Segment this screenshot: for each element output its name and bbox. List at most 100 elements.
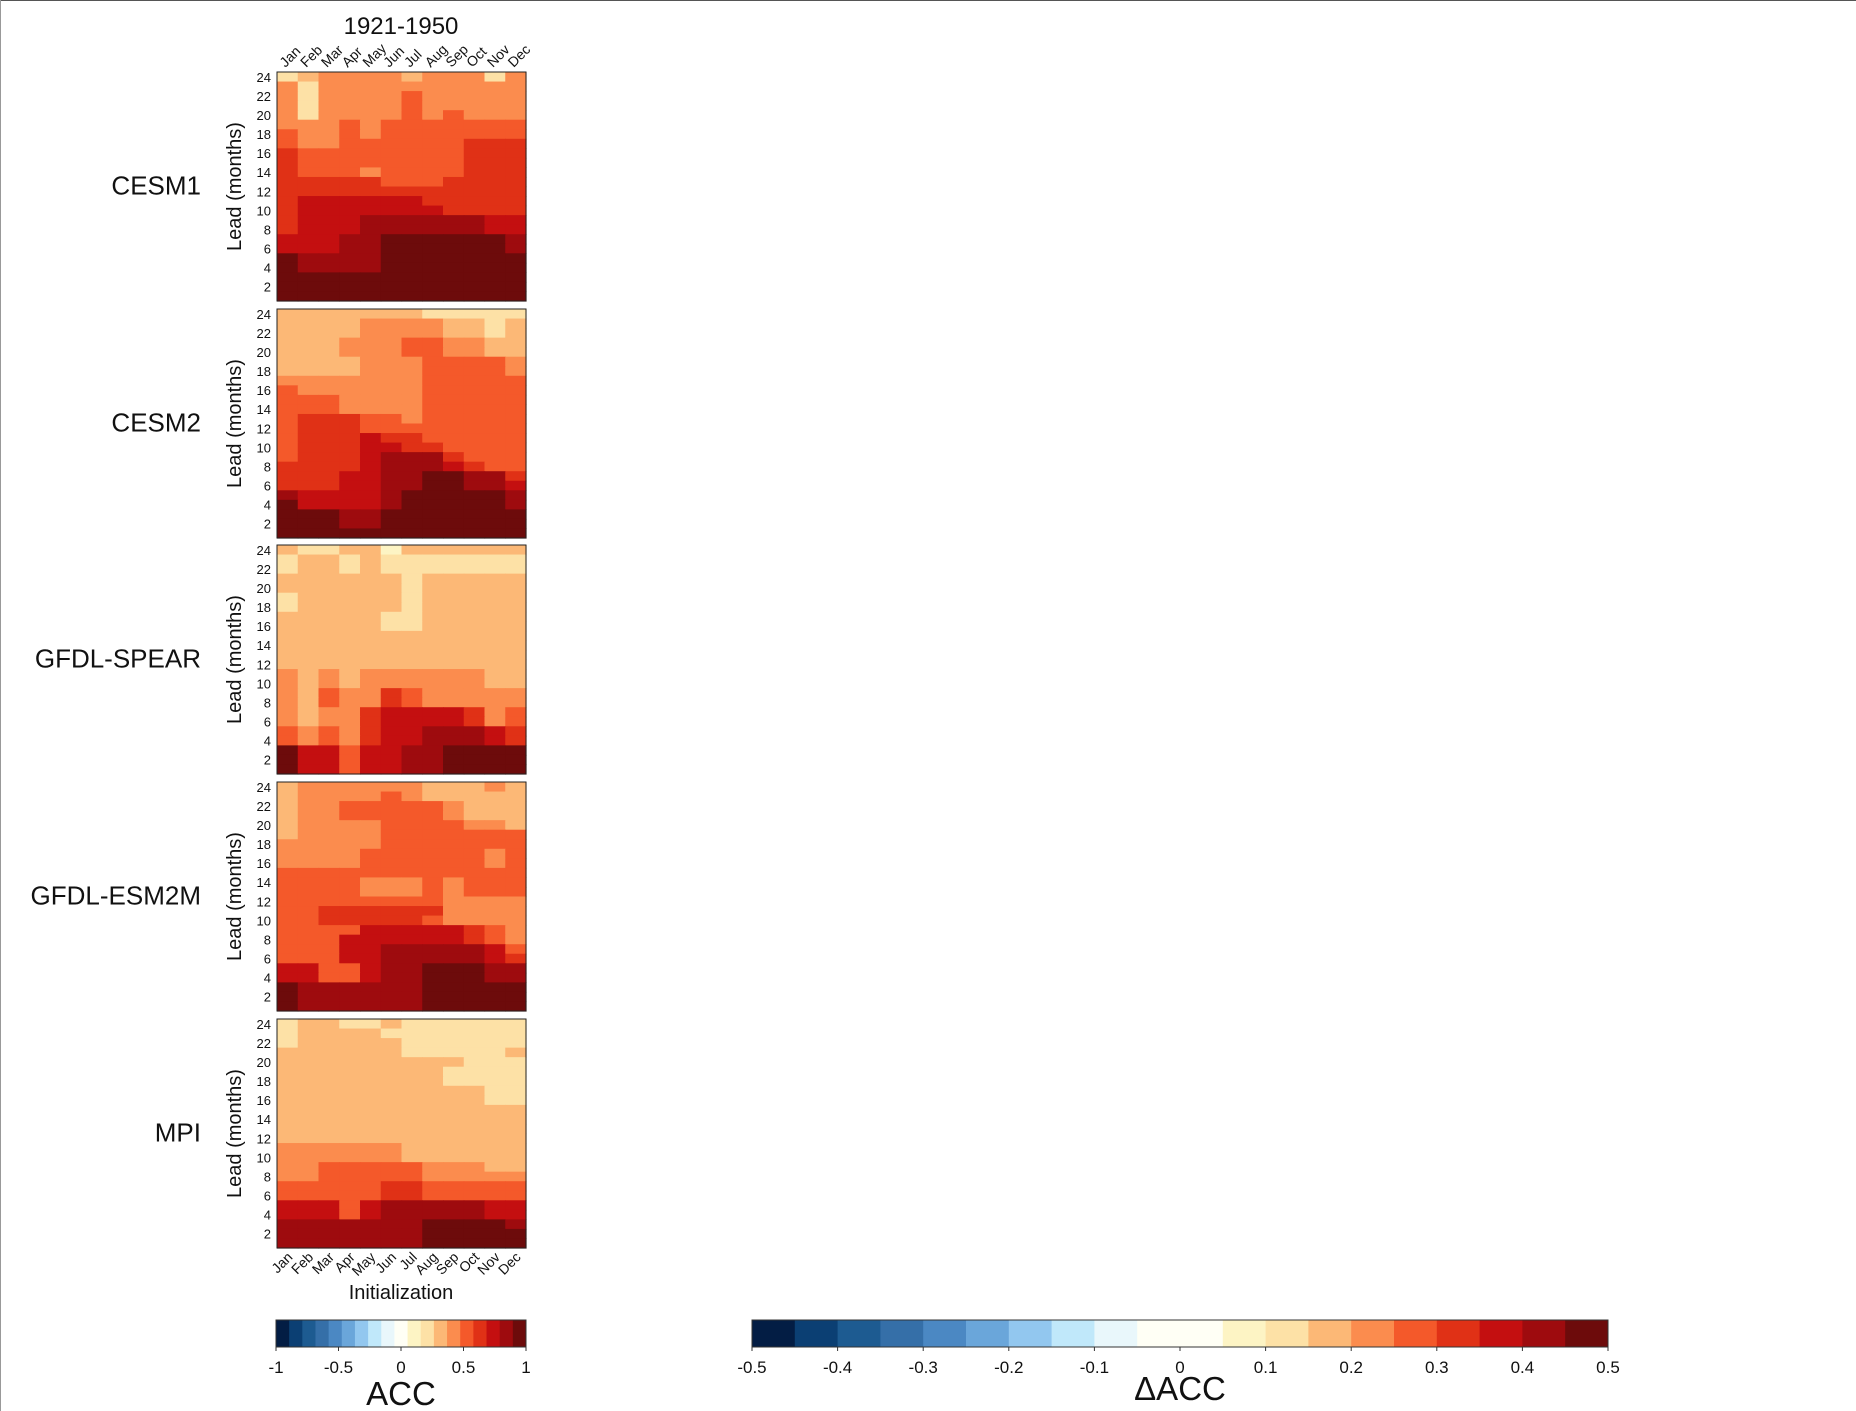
- heatmap-cell: [443, 820, 465, 831]
- heatmap-cell: [277, 509, 299, 520]
- heatmap-cell: [484, 328, 506, 339]
- heatmap-cell: [443, 1001, 465, 1012]
- heatmap-cell: [463, 215, 486, 226]
- heatmap-cell: [360, 754, 382, 766]
- heatmap-cell: [443, 1085, 465, 1096]
- heatmap-cell: [277, 915, 299, 926]
- heatmap-cell: [380, 215, 403, 226]
- colorbar-swatch: [1137, 1320, 1181, 1347]
- heatmap-cell: [380, 735, 403, 746]
- heatmap-cell: [339, 707, 361, 718]
- heatmap-cell: [443, 953, 465, 964]
- heatmap-cell: [318, 839, 340, 850]
- heatmap-cell: [463, 119, 486, 130]
- heatmap-cell: [277, 754, 299, 766]
- heatmap-cell: [401, 1066, 423, 1077]
- colorbar-tick-label: 0.5: [1596, 1358, 1620, 1377]
- heatmap-cell: [318, 1095, 340, 1106]
- heatmap-cell: [422, 413, 444, 425]
- heatmap-cell: [339, 234, 361, 245]
- heatmap-cell: [505, 157, 527, 169]
- heatmap-cell: [463, 791, 486, 802]
- heatmap-cell: [297, 1028, 320, 1039]
- heatmap-cell: [443, 167, 465, 178]
- heatmap-cell: [380, 129, 403, 140]
- heatmap-cell: [443, 1047, 465, 1058]
- heatmap-cell: [297, 848, 320, 859]
- heatmap-cell: [443, 1066, 465, 1077]
- colorbar-swatch: [420, 1320, 435, 1347]
- panel-frame: [276, 1018, 527, 1249]
- heatmap-cell: [401, 1104, 423, 1116]
- heatmap-cell: [401, 915, 423, 926]
- lead-tick-label: 6: [264, 952, 271, 967]
- heatmap-cell: [401, 829, 423, 840]
- heatmap-cell: [339, 176, 361, 188]
- heatmap-cell: [297, 649, 320, 661]
- heatmap-cell: [380, 858, 403, 869]
- heatmap-cell: [401, 291, 423, 302]
- heatmap-cell: [360, 1190, 382, 1201]
- lead-tick-label: 24: [257, 307, 271, 322]
- heatmap-cell: [380, 688, 403, 699]
- heatmap-cell: [339, 1219, 361, 1230]
- heatmap-cell: [505, 867, 527, 879]
- heatmap-cell: [360, 649, 382, 661]
- acc-colorbar: [275, 1319, 527, 1351]
- heatmap-cell: [360, 554, 382, 565]
- heatmap-cell: [505, 1123, 527, 1135]
- heatmap-cell: [277, 461, 299, 472]
- heatmap-cell: [277, 72, 299, 83]
- heatmap-cell: [443, 1019, 465, 1030]
- heatmap-cell: [484, 592, 506, 603]
- heatmap-cell: [360, 1171, 382, 1182]
- heatmap-cell: [463, 394, 486, 406]
- heatmap-cell: [380, 906, 403, 917]
- heatmap-cell: [339, 659, 361, 670]
- heatmap-cell: [443, 471, 465, 482]
- heatmap-cell: [318, 499, 340, 510]
- heatmap-cell: [484, 81, 506, 92]
- heatmap-cell: [277, 592, 299, 603]
- heatmap-cell: [339, 91, 361, 102]
- heatmap-cell: [380, 148, 403, 159]
- lead-tick-label: 22: [257, 1036, 271, 1051]
- heatmap-cell: [277, 953, 299, 964]
- heatmap-cell: [380, 499, 403, 510]
- heatmap-cell: [277, 91, 299, 102]
- heatmap-cell: [318, 602, 340, 613]
- heatmap-cell: [277, 782, 299, 793]
- heatmap-cell: [297, 243, 320, 254]
- heatmap-cell: [380, 423, 403, 434]
- heatmap-cell: [360, 375, 382, 386]
- heatmap-cell: [422, 1228, 444, 1240]
- heatmap-cell: [360, 129, 382, 140]
- heatmap-cell: [463, 925, 486, 936]
- heatmap-cell: [505, 1085, 527, 1096]
- heatmap-cell: [505, 915, 527, 926]
- heatmap-cell: [360, 716, 382, 727]
- heatmap-cell: [484, 1114, 506, 1125]
- heatmap-cell: [277, 630, 299, 642]
- heatmap-cell: [297, 328, 320, 339]
- heatmap-cell: [484, 366, 506, 377]
- panel-frame: [276, 544, 527, 775]
- heatmap-cell: [443, 1162, 465, 1173]
- lead-tick-label: 22: [257, 799, 271, 814]
- heatmap-cell: [360, 573, 382, 584]
- dacc-colorbar: [751, 1319, 1609, 1351]
- heatmap-cell: [297, 1190, 320, 1201]
- heatmap-cell: [422, 678, 444, 689]
- colorbar-tick-label: -1: [268, 1358, 283, 1377]
- heatmap-cell: [463, 375, 486, 386]
- heatmap-cell: [277, 1123, 299, 1135]
- heatmap-cell: [505, 375, 527, 386]
- y-axis-label: Lead (months): [224, 832, 246, 961]
- heatmap-cell: [443, 224, 465, 235]
- heatmap-cell: [277, 110, 299, 121]
- heatmap-cell: [297, 1209, 320, 1220]
- heatmap-cell: [505, 423, 527, 434]
- heatmap-cell: [318, 649, 340, 661]
- heatmap-cell: [277, 1133, 299, 1144]
- heatmap-cell: [277, 867, 299, 879]
